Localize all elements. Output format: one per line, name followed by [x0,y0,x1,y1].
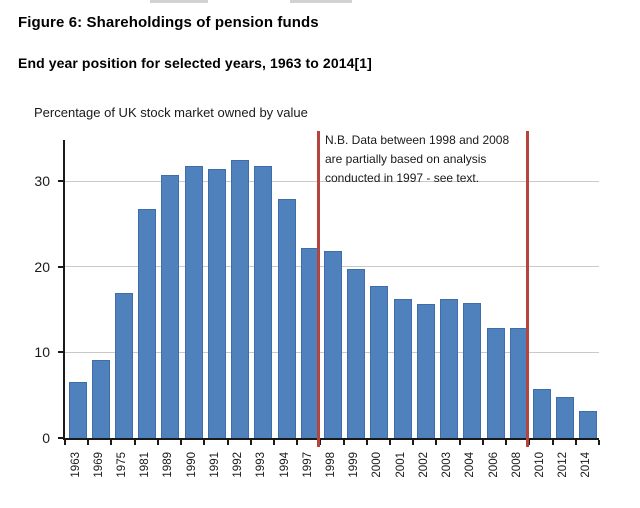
x-axis-tick [64,440,66,445]
bar-1993 [254,165,273,438]
x-tick-label-2000: 2000 [371,452,384,478]
annotation-line: are partially based on analysis [325,152,487,166]
x-tick-label-1989: 1989 [162,452,175,478]
x-tick-label-1994: 1994 [278,452,291,478]
x-tick-label-1981: 1981 [139,452,152,478]
x-tick-label-1999: 1999 [348,452,361,478]
x-tick-label-1992: 1992 [232,452,245,478]
y-tick-label-20: 20 [34,258,50,275]
chart-annotation: N.B. Data between 1998 and 2008 are part… [325,131,535,188]
y-tick-label-30: 30 [34,173,50,190]
x-axis-tick [319,440,322,445]
bar-1990 [184,165,203,438]
x-axis-tick [458,440,461,445]
x-tick-label-2002: 2002 [417,452,430,478]
x-tick-label-1969: 1969 [92,452,105,478]
x-axis-tick [389,440,392,445]
cropped-content-artifact-right [290,0,352,3]
figure-subtitle: End year position for selected years, 19… [18,55,372,71]
figure-title: Figure 6: Shareholdings of pension funds [18,14,319,31]
x-tick-label-2014: 2014 [580,452,593,478]
bar-1998 [324,251,342,438]
x-axis-tick [365,440,368,445]
x-axis-tick [203,440,206,445]
x-tick-label-1990: 1990 [185,452,198,478]
x-axis-tick [505,440,508,445]
bar-1999 [347,269,366,438]
gridline-30 [65,180,599,182]
x-tick-label-2003: 2003 [441,452,454,478]
annotation-line: conducted in 1997 - see text. [325,171,480,185]
bar-2012 [556,396,575,438]
bar-2010 [532,389,551,438]
reference-line-1998 [316,131,320,447]
x-tick-label-1963: 1963 [69,452,82,478]
x-tick-label-1998: 1998 [325,452,337,478]
bar-2000 [370,285,389,438]
x-axis-tick [435,440,438,445]
bar-1963 [68,382,87,438]
bar-1994 [277,199,296,438]
reference-line-2008 [525,131,529,447]
x-axis-tick [156,440,159,445]
bar-chart: Percentage of UK stock market owned by v… [0,95,640,495]
bar-2006 [486,328,505,438]
x-axis-tick [296,440,299,445]
x-axis-tick [180,440,183,445]
x-tick-label-2004: 2004 [464,452,477,478]
y-tick-label-10: 10 [34,344,50,361]
bar-1975 [115,293,134,438]
y-axis-tick [58,180,63,183]
x-axis-tick [598,440,600,445]
x-axis-tick [272,440,275,445]
cropped-content-artifact-left [150,0,208,3]
x-axis-tick [110,440,113,445]
x-axis-tick [574,440,577,445]
x-axis-tick [226,440,229,445]
axis-caption: Percentage of UK stock market owned by v… [34,105,308,120]
x-axis-tick [133,440,136,445]
bar-2003 [440,299,459,438]
x-axis-tick [528,440,531,445]
plot-area: 1963 1969 1975 1981 1989 1990 1991 1992 1993 1994… [63,140,600,478]
y-axis-tick [58,437,63,439]
x-tick-label-1975: 1975 [116,452,129,478]
x-axis-tick [342,440,345,445]
bar-2014 [579,411,598,438]
x-tick-label-2010: 2010 [533,452,546,478]
bar-1991 [207,169,226,438]
bar-2002 [416,303,435,438]
x-axis-tick [481,440,484,445]
x-tick-label-2008: 2008 [510,452,523,478]
x-tick-label-1993: 1993 [255,452,268,478]
x-tick-label-2006: 2006 [487,452,500,478]
x-tick-label-2012: 2012 [557,452,570,478]
bar-1989 [161,175,180,438]
bar-2004 [463,302,482,438]
bar-1992 [231,159,250,438]
x-axis-tick [87,440,90,445]
y-axis-tick [58,265,63,268]
y-tick-label-0: 0 [42,430,50,446]
x-tick-label-1991: 1991 [208,452,221,478]
bar-2001 [393,299,412,438]
x-axis-tick [551,440,554,445]
x-tick-label-2001: 2001 [394,452,407,478]
x-axis-tick [249,440,252,445]
bar-1981 [138,208,157,438]
y-axis-tick [58,351,63,354]
bar-1969 [91,360,110,438]
annotation-line: N.B. Data between 1998 and 2008 [325,133,510,147]
x-tick-label-1997: 1997 [301,452,314,478]
x-axis-tick [412,440,415,445]
